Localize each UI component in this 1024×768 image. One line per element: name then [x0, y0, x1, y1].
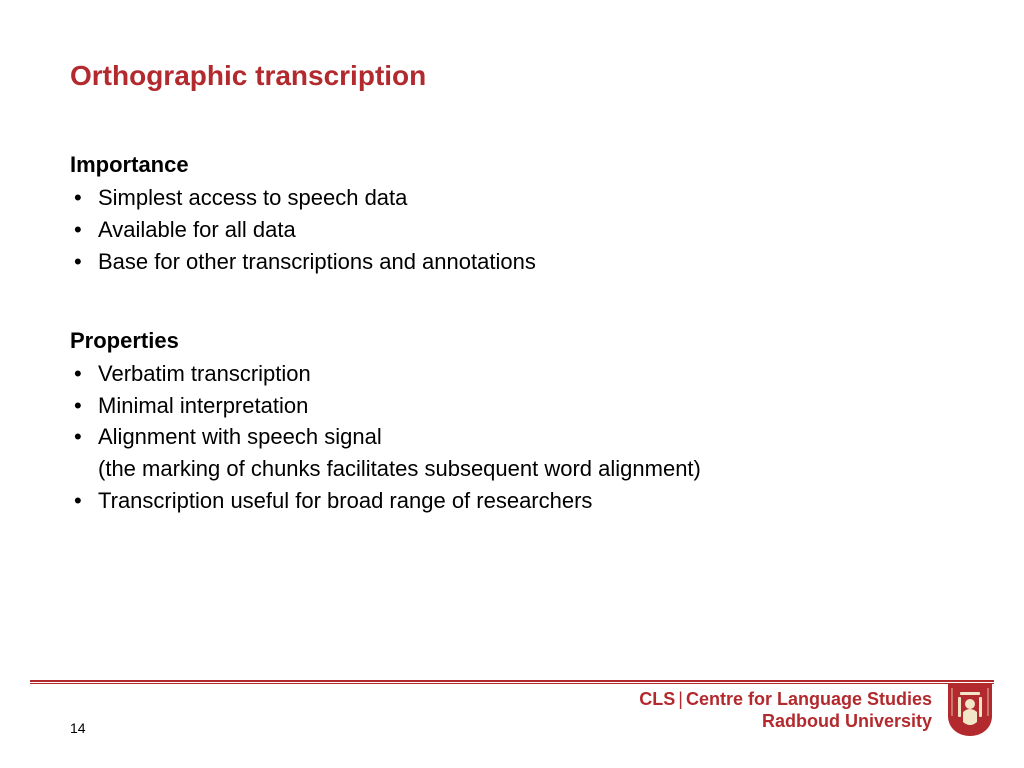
- logo-line2: Radboud University: [639, 710, 932, 733]
- bullet-list-properties: Verbatim transcription Minimal interpret…: [70, 358, 954, 517]
- bullet-text: Base for other transcriptions and annota…: [98, 249, 536, 274]
- slide: Orthographic transcription Importance Si…: [0, 0, 1024, 768]
- section-heading-properties: Properties: [70, 328, 954, 354]
- bullet-text: Minimal interpretation: [98, 393, 308, 418]
- logo-prefix: CLS: [639, 689, 675, 709]
- bullet-text: Alignment with speech signal: [98, 424, 382, 449]
- page-number: 14: [70, 720, 86, 736]
- section-importance: Importance Simplest access to speech dat…: [70, 152, 954, 278]
- bullet-text-continuation: (the marking of chunks facilitates subse…: [98, 453, 954, 485]
- section-heading-importance: Importance: [70, 152, 954, 178]
- bullet-text: Available for all data: [98, 217, 296, 242]
- list-item: Alignment with speech signal (the markin…: [70, 421, 954, 485]
- bullet-list-importance: Simplest access to speech data Available…: [70, 182, 954, 278]
- bullet-text: Verbatim transcription: [98, 361, 311, 386]
- list-item: Simplest access to speech data: [70, 182, 954, 214]
- section-properties: Properties Verbatim transcription Minima…: [70, 328, 954, 517]
- logo-text: CLS|Centre for Language Studies Radboud …: [639, 688, 932, 733]
- slide-footer: 14 CLS|Centre for Language Studies Radbo…: [0, 720, 1024, 738]
- list-item: Minimal interpretation: [70, 390, 954, 422]
- shield-icon: [946, 682, 994, 738]
- logo-line1-rest: Centre for Language Studies: [686, 689, 932, 709]
- list-item: Transcription useful for broad range of …: [70, 485, 954, 517]
- slide-title: Orthographic transcription: [70, 60, 954, 92]
- list-item: Verbatim transcription: [70, 358, 954, 390]
- list-item: Available for all data: [70, 214, 954, 246]
- bullet-text: Transcription useful for broad range of …: [98, 488, 592, 513]
- list-item: Base for other transcriptions and annota…: [70, 246, 954, 278]
- footer-logo: CLS|Centre for Language Studies Radboud …: [639, 682, 994, 738]
- logo-line1: CLS|Centre for Language Studies: [639, 688, 932, 711]
- logo-separator: |: [678, 689, 683, 709]
- bullet-text: Simplest access to speech data: [98, 185, 407, 210]
